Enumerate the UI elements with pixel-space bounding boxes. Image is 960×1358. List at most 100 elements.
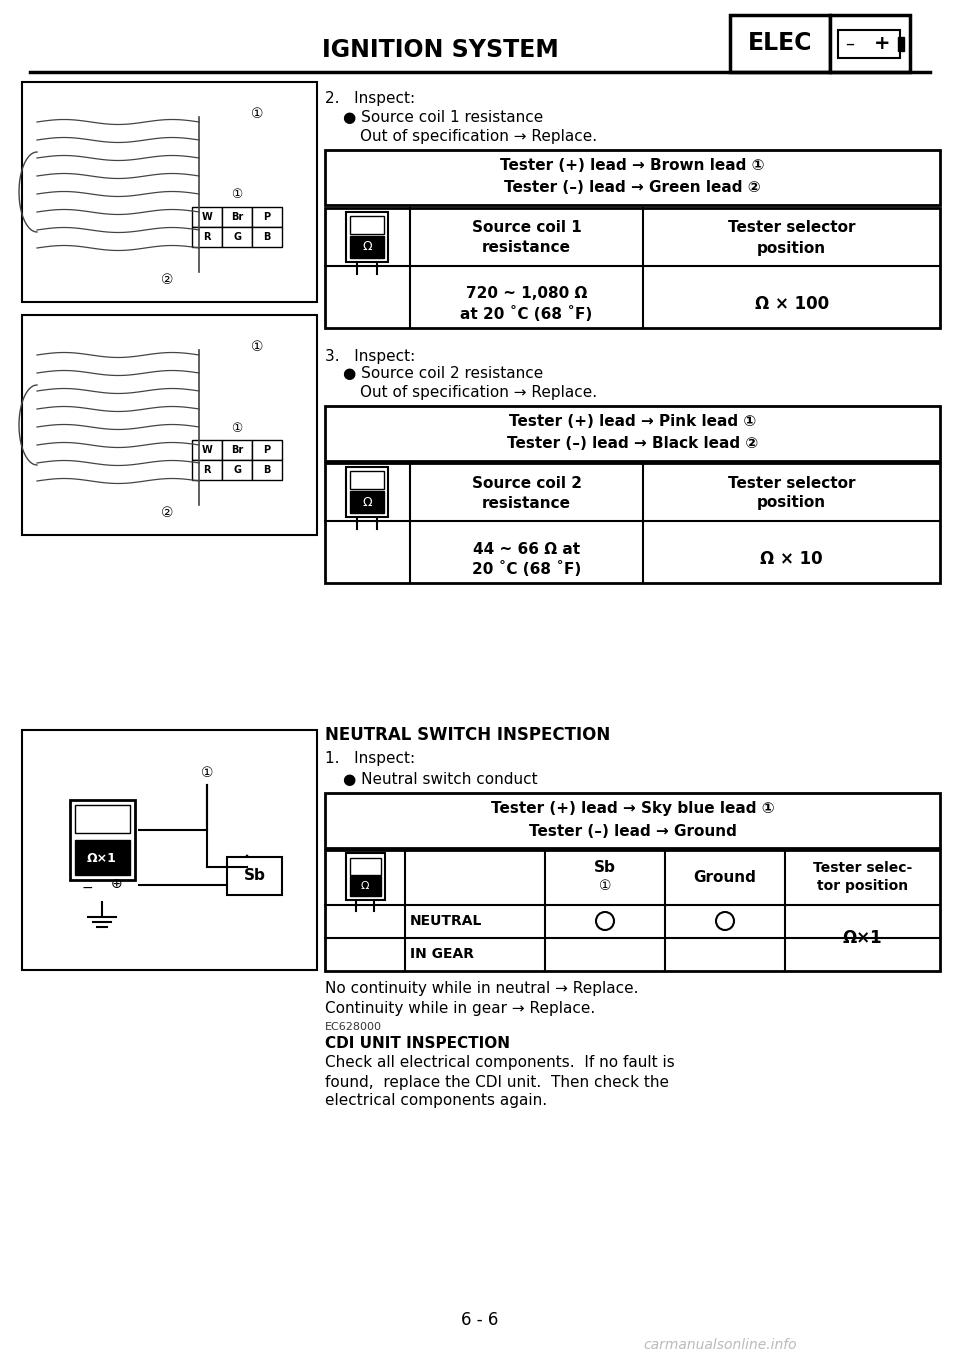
Bar [192,460,222,479]
Text: Br: Br [230,212,243,221]
Text: 6 - 6: 6 - 6 [462,1310,498,1329]
Bar [346,853,385,900]
Text: ①: ① [231,421,243,435]
Bar [227,857,282,895]
Text: Sb: Sb [244,869,266,884]
Text: Check all electrical components.  If no fault is: Check all electrical components. If no f… [325,1055,675,1070]
Text: R: R [204,232,211,242]
Text: −: − [82,881,93,895]
Text: ②: ② [160,273,173,287]
Text: Br: Br [230,445,243,455]
Text: W: W [202,212,212,221]
Text: Ω × 10: Ω × 10 [760,550,823,568]
Bar [350,216,384,234]
Text: EC628000: EC628000 [325,1023,382,1032]
Text: Tester (–) lead → Green lead ②: Tester (–) lead → Green lead ② [504,181,761,196]
Bar [192,440,222,460]
Bar [22,81,317,301]
Text: ①: ① [231,189,243,201]
Text: R: R [204,464,211,475]
Text: Tester (+) lead → Sky blue lead ①: Tester (+) lead → Sky blue lead ① [491,801,775,816]
Text: Tester selector: Tester selector [728,475,855,490]
Bar [252,227,282,247]
Text: W: W [202,445,212,455]
Bar [222,206,252,227]
Text: 720 ~ 1,080 Ω: 720 ~ 1,080 Ω [466,287,588,301]
Text: tor position: tor position [817,879,908,894]
Text: B: B [263,464,271,475]
Text: G: G [233,464,241,475]
Text: Ω×1: Ω×1 [87,851,117,865]
Text: 3.   Inspect:: 3. Inspect: [325,349,416,364]
Text: Source coil 1: Source coil 1 [471,220,582,235]
Text: 44 ~ 66 Ω at: 44 ~ 66 Ω at [473,542,580,557]
Bar [830,15,910,72]
Text: Tester (+) lead → Brown lead ①: Tester (+) lead → Brown lead ① [500,159,765,174]
Text: Ω: Ω [362,496,372,508]
Text: P: P [263,212,271,221]
Bar [222,440,252,460]
Text: Ω: Ω [361,881,370,891]
Bar [252,440,282,460]
Bar [350,858,381,875]
Bar [75,841,130,875]
Text: Tester (+) lead → Pink lead ①: Tester (+) lead → Pink lead ① [509,414,756,429]
Bar [350,236,384,258]
Bar [222,227,252,247]
Text: Source coil 2: Source coil 2 [471,475,582,490]
Text: Ground: Ground [693,869,756,884]
Bar [346,212,388,262]
Text: resistance: resistance [482,240,571,255]
Text: position: position [757,240,827,255]
Text: ⊕: ⊕ [111,877,123,891]
Bar [22,315,317,535]
Text: electrical components again.: electrical components again. [325,1093,547,1108]
Text: +: + [874,34,890,53]
Bar [192,227,222,247]
Bar [222,460,252,479]
Text: ● Neutral switch conduct: ● Neutral switch conduct [343,771,538,786]
Text: position: position [757,496,827,511]
Text: Ω × 100: Ω × 100 [755,295,828,312]
Bar [192,206,222,227]
Text: ①: ① [201,766,213,779]
Bar [325,406,940,460]
Text: Sb: Sb [594,861,616,876]
Text: P: P [263,445,271,455]
Text: CDI UNIT INSPECTION: CDI UNIT INSPECTION [325,1036,510,1051]
Text: Tester (–) lead → Black lead ②: Tester (–) lead → Black lead ② [507,436,758,451]
Text: ①: ① [599,879,612,894]
Text: ● Source coil 2 resistance: ● Source coil 2 resistance [343,367,543,382]
Text: ELEC: ELEC [748,31,812,56]
Bar [252,206,282,227]
Bar [325,208,940,329]
Text: B: B [263,232,271,242]
Bar [350,876,381,896]
Bar [70,800,135,880]
Text: NEUTRAL: NEUTRAL [410,914,482,928]
Text: Tester selec-: Tester selec- [813,861,912,875]
Text: IGNITION SYSTEM: IGNITION SYSTEM [322,38,559,62]
Text: ①: ① [251,107,263,121]
Text: found,  replace the CDI unit.  Then check the: found, replace the CDI unit. Then check … [325,1074,669,1089]
Text: Tester selector: Tester selector [728,220,855,235]
Text: at 20 ˚C (68 ˚F): at 20 ˚C (68 ˚F) [461,306,592,322]
Text: Continuity while in gear → Replace.: Continuity while in gear → Replace. [325,1001,595,1017]
Bar [22,731,317,970]
Bar [730,15,830,72]
Text: Out of specification → Replace.: Out of specification → Replace. [360,129,597,144]
Text: IN GEAR: IN GEAR [410,947,474,961]
Text: Ω×1: Ω×1 [843,929,882,947]
Text: ● Source coil 1 resistance: ● Source coil 1 resistance [343,110,543,125]
Bar [346,467,388,517]
Text: NEUTRAL SWITCH INSPECTION: NEUTRAL SWITCH INSPECTION [325,727,611,744]
Bar [325,463,940,583]
Text: Ω: Ω [362,240,372,254]
Bar [325,850,940,971]
Bar [350,471,384,489]
Text: Tester (–) lead → Ground: Tester (–) lead → Ground [529,823,736,838]
Polygon shape [239,856,255,866]
Text: G: G [233,232,241,242]
Bar [325,149,940,205]
Bar [838,30,900,57]
